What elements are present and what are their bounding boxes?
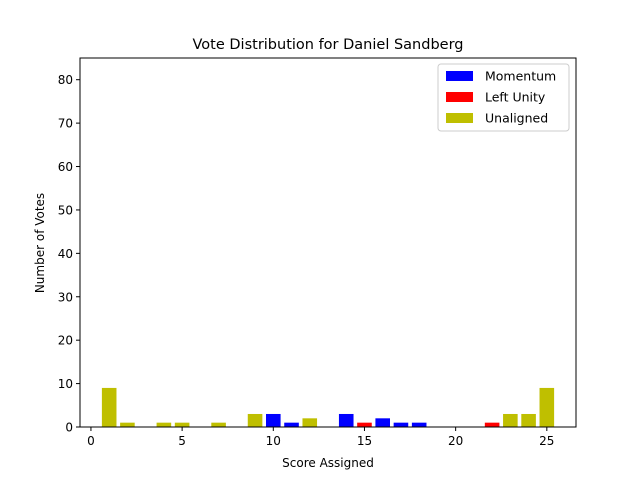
plot-frame: [79, 57, 577, 428]
x-axis-label: Score Assigned: [282, 456, 374, 470]
chart-title: Vote Distribution for Daniel Sandberg: [193, 37, 464, 53]
legend: Momentum Left Unity Unaligned: [437, 63, 570, 132]
y-tick-label-40: 40: [58, 247, 73, 261]
bar-momentum-17: [393, 422, 409, 427]
bar-momentum-18: [411, 422, 427, 427]
bar-unaligned-25: [539, 387, 555, 427]
x-tick-label-15: 15: [357, 434, 372, 448]
y-tick-label-80: 80: [58, 73, 73, 87]
y-tick-label-0: 0: [65, 421, 73, 435]
y-tick-label-50: 50: [58, 203, 73, 217]
bar-momentum-11: [284, 422, 299, 427]
x-tick-label-0: 0: [87, 434, 95, 448]
x-tick-label-20: 20: [448, 434, 463, 448]
bar-unaligned-7: [211, 422, 226, 427]
y-tick-label-70: 70: [58, 117, 73, 131]
bar-unaligned-12: [302, 418, 318, 427]
y-tick-label-60: 60: [58, 160, 73, 174]
bar-unaligned-9: [247, 413, 263, 427]
bar-momentum-14: [338, 413, 354, 427]
legend-swatch-left-unity: [446, 92, 473, 102]
axes-layer: 0 5 10 15 20 25 0 10 20 30 40 50 60 70 80: [58, 57, 577, 448]
x-tick-label-25: 25: [539, 434, 554, 448]
y-tick-label-30: 30: [58, 290, 73, 304]
legend-label-unaligned: Unaligned: [485, 111, 548, 126]
bar-unaligned-23: [503, 413, 518, 427]
legend-label-momentum: Momentum: [485, 69, 556, 84]
bar-unaligned-1: [101, 387, 117, 427]
x-tick-label-5: 5: [178, 434, 186, 448]
bar-left-unity-15: [357, 422, 372, 427]
bar-momentum-16: [375, 418, 390, 427]
bar-left-unity-22: [484, 422, 500, 427]
bar-unaligned-5: [174, 422, 190, 427]
y-tick-label-20: 20: [58, 334, 73, 348]
bar-unaligned-4: [156, 422, 172, 427]
y-axis-label: Number of Votes: [33, 193, 47, 293]
legend-swatch-momentum: [446, 71, 473, 81]
y-tick-label-10: 10: [58, 377, 73, 391]
bar-momentum-10: [266, 413, 281, 427]
legend-swatch-unaligned: [446, 113, 473, 123]
x-tick-label-10: 10: [266, 434, 281, 448]
legend-label-left-unity: Left Unity: [485, 90, 546, 105]
bar-unaligned-24: [521, 413, 536, 427]
bars-layer: [101, 387, 555, 427]
bar-unaligned-2: [120, 422, 135, 427]
